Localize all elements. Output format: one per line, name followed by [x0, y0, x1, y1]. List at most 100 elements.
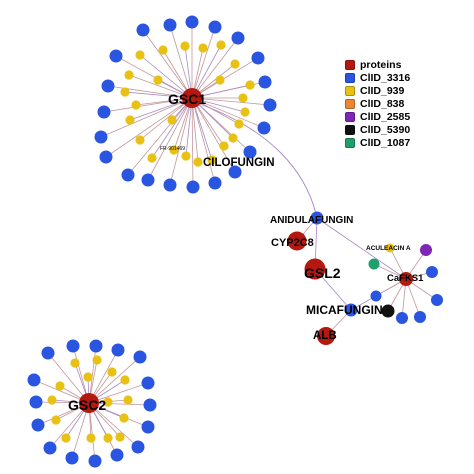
clid-3316-node [99, 150, 113, 164]
clid-939-node [230, 59, 240, 69]
clid-939-node [180, 41, 190, 51]
legend-label: ClID_1087 [360, 136, 411, 149]
clid-3316-node [111, 343, 125, 357]
clid-3316-node [231, 31, 245, 45]
legend-label: ClID_939 [360, 84, 405, 97]
clid-3316-node [208, 176, 222, 190]
gsc1-edge [107, 85, 193, 99]
label-aculeacin-a: ACULEACIN A [366, 245, 411, 252]
clid-939-node [135, 135, 145, 145]
clid-3316-node [31, 418, 45, 432]
clid-3316-node [163, 18, 177, 32]
clid-3316-node [94, 130, 108, 144]
label-anidulafungin: ANIDULAFUNGIN [270, 215, 353, 226]
clid-3316-node [143, 398, 157, 412]
clid-3316-node [186, 180, 200, 194]
cafks1-leaf-node [420, 244, 432, 256]
clid-939-node [169, 145, 179, 155]
clid-939-node [83, 372, 93, 382]
gsc1-edge [191, 97, 216, 184]
gsc1-edge [128, 74, 193, 99]
clid-939-node [115, 432, 125, 442]
gsc1-edge [191, 97, 271, 106]
clid-939-node [55, 381, 65, 391]
gsc1-edge [147, 97, 193, 181]
clid-939-node [107, 367, 117, 377]
clid-939-node [70, 358, 80, 368]
gsc1-edge [191, 97, 236, 173]
legend-item: ClID_1087 [345, 136, 410, 149]
gsc2-edge [88, 402, 151, 406]
clid-939-node [61, 433, 71, 443]
clid-3316-node [110, 448, 124, 462]
clid-939-node [215, 75, 225, 85]
clid-939-node [131, 100, 141, 110]
clid-3316-node [89, 339, 103, 353]
clid-3316-node [88, 454, 102, 468]
clid-939-node [245, 80, 255, 90]
clid-939-node [181, 151, 191, 161]
clid-939-node [103, 433, 113, 443]
legend-swatch [345, 111, 355, 122]
legend-swatch [345, 124, 355, 135]
clid-939-node [240, 107, 250, 117]
clid-3316-node [109, 49, 123, 63]
legend-swatch [345, 72, 355, 83]
gsc2-edge [88, 402, 139, 448]
legend-item: ClID_5390 [345, 123, 410, 136]
legend-item: ClID_939 [345, 84, 410, 97]
clid-939-node [124, 70, 134, 80]
legend-label: proteins [360, 58, 402, 71]
legend-label: ClID_5390 [360, 123, 411, 136]
clid-939-node [198, 43, 208, 53]
clid-939-node [120, 87, 130, 97]
network-labels: GSC1 FR-901469 CILOFUNGIN ANIDULAFUNGIN … [68, 91, 424, 413]
gsc1-edge [191, 44, 222, 99]
clid-3316-node [97, 105, 111, 119]
clid-3316-node [29, 395, 43, 409]
gsc1-edge [124, 91, 193, 99]
gsc2-node [79, 393, 99, 413]
gsc1-edge [105, 97, 193, 158]
clid-3316-node [136, 23, 150, 37]
label-gsc2: GSC2 [68, 397, 106, 413]
cafks1-node [399, 272, 413, 286]
gsc1-edge [191, 37, 239, 99]
cafks1-leaf-node [431, 294, 443, 306]
gsc1-edge [169, 24, 193, 99]
legend-item: ClID_838 [345, 97, 410, 110]
clid-939-node [123, 395, 133, 405]
gsc1-edge [100, 97, 193, 138]
clid-3316-node [208, 20, 222, 34]
label-gsc1: GSC1 [168, 91, 206, 107]
gsc1-edge [151, 97, 193, 159]
legend-item: proteins [345, 58, 410, 71]
clid-939-node [51, 415, 61, 425]
cafks1-leaf-node [414, 311, 426, 323]
gsc1-edge [127, 97, 193, 176]
clid-3316-node [141, 173, 155, 187]
clid-939-node [216, 40, 226, 50]
alb-node [317, 327, 335, 345]
gsc2-edge [88, 349, 119, 404]
clid-939-node [86, 433, 96, 443]
anidulafungin-node [310, 211, 324, 225]
clid-939-node [153, 75, 163, 85]
gsc1-edge [103, 97, 193, 113]
clid-3316-node [131, 440, 145, 454]
clid-939-node [234, 119, 244, 129]
clid-3316-node [258, 75, 272, 89]
legend-item: ClID_2585 [345, 110, 410, 123]
cafks1-leaf-node [426, 266, 438, 278]
clid-3316-node [121, 168, 135, 182]
gsc1-edge [191, 26, 216, 99]
clid-3316-node [185, 15, 199, 29]
clid-939-node [207, 155, 217, 165]
cafks1-leaf-node [385, 243, 395, 253]
clid-939-node [120, 375, 130, 385]
network-edge [316, 217, 407, 280]
legend-label: ClID_3316 [360, 71, 411, 84]
label-cyp2c8: CYP2C8 [271, 237, 314, 249]
gsc2-edge [88, 382, 149, 404]
